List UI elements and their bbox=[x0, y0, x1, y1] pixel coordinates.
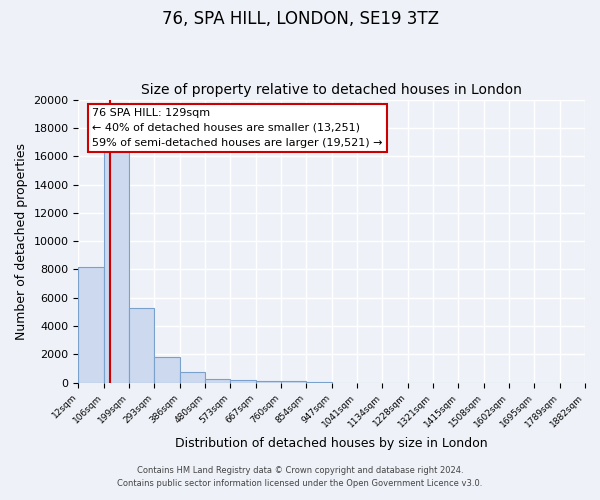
Text: 76, SPA HILL, LONDON, SE19 3TZ: 76, SPA HILL, LONDON, SE19 3TZ bbox=[161, 10, 439, 28]
Bar bbox=[154, 356, 180, 383]
Bar bbox=[307, 382, 332, 383]
Bar bbox=[205, 378, 230, 383]
Bar bbox=[180, 372, 205, 383]
Title: Size of property relative to detached houses in London: Size of property relative to detached ho… bbox=[141, 83, 522, 97]
Bar bbox=[129, 308, 154, 383]
X-axis label: Distribution of detached houses by size in London: Distribution of detached houses by size … bbox=[175, 437, 488, 450]
Y-axis label: Number of detached properties: Number of detached properties bbox=[15, 142, 28, 340]
Bar bbox=[256, 380, 281, 383]
Bar bbox=[281, 382, 307, 383]
Bar bbox=[230, 380, 256, 383]
Bar bbox=[104, 149, 129, 383]
Text: Contains HM Land Registry data © Crown copyright and database right 2024.
Contai: Contains HM Land Registry data © Crown c… bbox=[118, 466, 482, 487]
Text: 76 SPA HILL: 129sqm
← 40% of detached houses are smaller (13,251)
59% of semi-de: 76 SPA HILL: 129sqm ← 40% of detached ho… bbox=[92, 108, 383, 148]
Bar bbox=[79, 266, 104, 383]
